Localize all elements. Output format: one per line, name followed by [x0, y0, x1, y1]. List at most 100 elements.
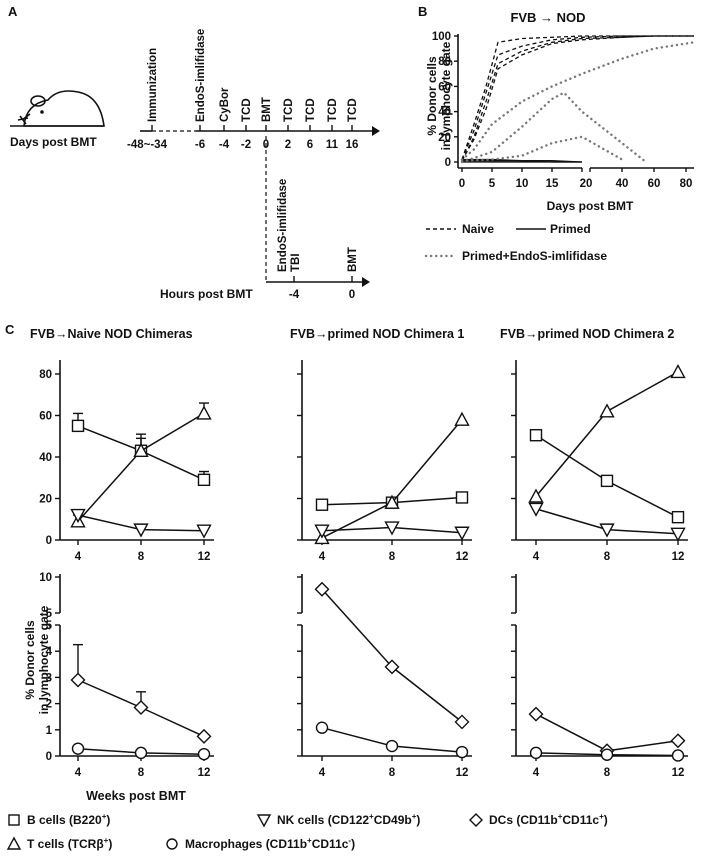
panel-b-ylabel-line2: in lymphocyte gate	[439, 41, 453, 150]
c-bottom-chart-2: 4 8 12	[297, 574, 472, 779]
c-top-2-marker-square-8	[600, 474, 614, 488]
c-top-0-xtick-label-8: 8	[138, 551, 145, 563]
hour-axis-arrow-icon	[362, 277, 370, 287]
b-xtick-label-80: 80	[680, 178, 693, 190]
c-top-1-marker-triangle-up-12	[454, 411, 470, 426]
b-series-primed-endos-imlifidase-9	[460, 135, 624, 162]
c-bot-2-xtick-label-8: 8	[604, 767, 611, 779]
c-bot-0-marker-circle-8	[134, 746, 148, 760]
day-value-3: -2	[241, 139, 251, 151]
panel-a-timeline: Days post BMT Immunization -48~-34 EndoS-i…	[10, 29, 380, 301]
hour-event-0-1: TBI	[290, 253, 302, 272]
legend-c-label-triangle-up: T cells (TCRβ+)	[27, 836, 112, 851]
c-bot-0-marker-diamond-8	[133, 700, 149, 716]
c-bot-2-marker-diamond-12	[670, 733, 686, 749]
hour-value-0: -4	[289, 289, 300, 301]
hour-value-1: 0	[349, 289, 355, 301]
day-event-6: TCD	[305, 98, 317, 122]
hours-post-bmt-label: Hours post BMT	[160, 287, 253, 301]
legend-c-marker-square	[8, 814, 20, 826]
c-bot-0-marker-circle-4	[71, 742, 85, 755]
c-bot-1-marker-circle-8	[385, 739, 399, 753]
c-top-2-xtick-label-8: 8	[604, 551, 611, 563]
day-event-7: TCD	[327, 98, 339, 122]
b-ytick-label-100: 100	[432, 31, 451, 43]
legend-primed-label: Primed	[550, 222, 591, 236]
day-value-0: -48~-34	[127, 139, 168, 151]
legend-c-marker-triangle-up	[6, 836, 22, 850]
c-top-2-xtick-label-12: 12	[672, 551, 685, 563]
c-bot-0-marker-circle-12	[197, 747, 211, 761]
b-ytick-label-60: 60	[438, 81, 451, 93]
c-top-1-marker-triangle-down-8	[384, 521, 400, 536]
legend-c-marker-triangle-down	[256, 814, 272, 828]
legend-naive-label: Naive	[462, 222, 494, 236]
b-xtick-label-0: 0	[459, 178, 465, 190]
c-top-0-line-triangle-up	[77, 412, 205, 522]
b-ytick-label-40: 40	[438, 107, 451, 119]
c-top-1-xtick-label-4: 4	[319, 551, 326, 563]
day-value-6: 6	[307, 139, 313, 151]
day-value-7: 11	[326, 139, 339, 151]
b-xtick-label-5: 5	[489, 178, 496, 190]
c-top-ytick-label-0: 0	[46, 535, 52, 547]
b-ytick-label-0: 0	[445, 157, 451, 169]
legend-c-label-circle: Macrophages (CD11b+CD11c-)	[185, 836, 355, 851]
b-ytick-label-20: 20	[438, 132, 451, 144]
c-bot-ytick-label-6: 5	[46, 608, 53, 620]
panel-c-legend: B cells (B220+) NK cells (CD122+CD49b+) DC…	[6, 812, 608, 851]
c-top-chart-3: 4 8 12	[511, 360, 688, 563]
panel-label-c: C	[5, 322, 15, 337]
day-event-5: TCD	[283, 98, 295, 122]
c-bot-1-marker-circle-4	[315, 721, 329, 734]
c-bot-0-xtick-label-4: 4	[75, 767, 82, 779]
c-bot-1-xtick-label-4: 4	[319, 767, 326, 779]
c-bot-ytick-label-3: 3	[46, 672, 52, 684]
day-value-2: -4	[219, 139, 230, 151]
c-bot-1-line-diamond	[321, 588, 463, 723]
c-top-2-marker-triangle-up-4	[528, 488, 544, 503]
legend-c-label-square: B cells (B220+)	[27, 812, 110, 827]
b-xtick-label-60: 60	[648, 178, 661, 190]
c-bot-ytick-label-5: 5	[46, 620, 53, 632]
panel-label-a: A	[8, 4, 18, 19]
panel-c-ylabel-line1: % Donor cells	[23, 620, 37, 700]
panel-label-b: B	[418, 4, 427, 19]
c-bot-1-marker-diamond-12	[454, 714, 470, 730]
day-event-4: BMT	[261, 97, 273, 122]
b-series-naive-0	[461, 35, 694, 160]
legend-endos-label: Primed+EndoS-imlifidase	[462, 249, 607, 263]
hour-event-1-0: BMT	[347, 247, 359, 272]
panel-c-xlabel: Weeks post BMT	[86, 789, 186, 803]
days-post-bmt-label: Days post BMT	[10, 135, 97, 149]
c-top-0-xtick-label-4: 4	[75, 551, 82, 563]
legend-c-label-triangle-down: NK cells (CD122+CD49b+)	[277, 812, 420, 827]
c-bot-2-xtick-label-4: 4	[533, 767, 540, 779]
c-bot-1-xtick-label-8: 8	[389, 767, 396, 779]
c-bot-ytick-label-1: 1	[46, 725, 53, 737]
b-xtick-label-10: 10	[516, 178, 529, 190]
c-top-2-marker-triangle-down-4	[528, 502, 544, 517]
legend-c-marker-circle	[166, 838, 178, 850]
c-top-ytick-label-40: 40	[39, 452, 52, 464]
panel-c-titles: FVB→Naive NOD Chimeras FVB→primed NOD Ch…	[30, 327, 674, 341]
c-bot-ytick-label-0: 0	[46, 751, 52, 763]
c-bot-2-xtick-label-12: 12	[672, 767, 685, 779]
b-series-naive-3	[461, 35, 694, 162]
c-top-0-marker-square-12	[197, 473, 211, 487]
b-ytick-label-80: 80	[438, 56, 451, 68]
c-top-0-marker-triangle-down-4	[70, 508, 86, 524]
day-event-8: TCD	[347, 98, 359, 122]
c-top-2-marker-square-4	[529, 429, 543, 442]
panel-b-title: FVB → NOD	[510, 10, 585, 25]
c-top-1-marker-square-4	[315, 498, 329, 511]
day-event-3: TCD	[241, 98, 253, 122]
c-top-chart-2: 4 8 12	[297, 360, 472, 563]
c-top-0-xtick-label-12: 12	[198, 551, 211, 563]
legend-c-label-diamond: DCs (CD11b+CD11c+)	[489, 812, 608, 827]
panel-b-xlabel: Days post BMT	[547, 199, 634, 213]
c-bot-1-marker-diamond-4	[314, 581, 330, 597]
c-bot-0-marker-diamond-12	[196, 728, 212, 744]
b-series-primed-endos-imlifidase-7	[460, 41, 696, 161]
